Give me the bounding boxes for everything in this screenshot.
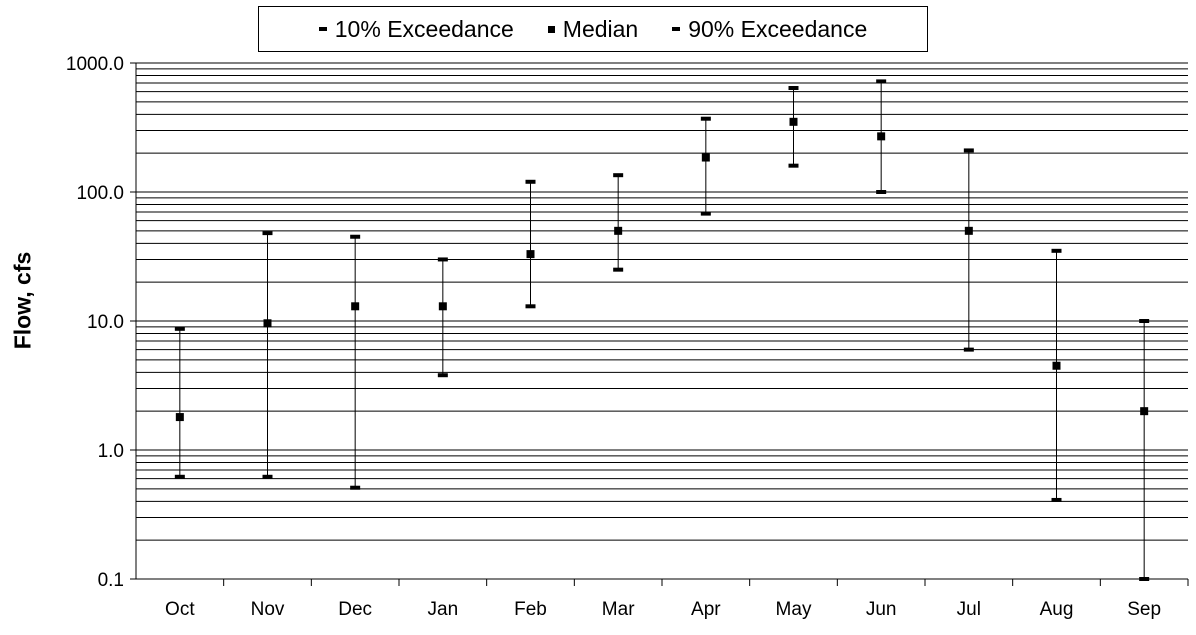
marker-median — [263, 319, 272, 328]
dash-marker-icon — [318, 27, 327, 31]
marker-10pct-exceedance — [1139, 319, 1150, 323]
y-tick-label: 10.0 — [87, 312, 124, 333]
marker-10pct-exceedance — [437, 257, 448, 262]
x-tick-label: Nov — [251, 599, 285, 620]
x-tick-label: Mar — [602, 599, 635, 620]
marker-10pct-exceedance — [525, 179, 536, 184]
dash-marker-icon — [672, 27, 681, 31]
x-tick-label: Oct — [165, 599, 195, 620]
y-tick-label: 1000.0 — [66, 54, 124, 75]
marker-median — [877, 132, 886, 141]
legend-item-10pct: 10% Exceedance — [318, 15, 514, 43]
marker-10pct-exceedance — [613, 173, 624, 178]
marker-10pct-exceedance — [876, 79, 887, 84]
x-tick-label: May — [776, 599, 812, 620]
marker-90pct-exceedance — [350, 485, 361, 490]
x-tick-label: Dec — [338, 599, 372, 620]
y-tick-label: 100.0 — [76, 183, 124, 204]
marker-90pct-exceedance — [437, 373, 448, 378]
x-tick-label: Sep — [1127, 599, 1161, 620]
marker-median — [789, 117, 798, 126]
y-tick-label: 1.0 — [98, 441, 124, 462]
marker-median — [175, 413, 184, 422]
marker-90pct-exceedance — [525, 304, 536, 309]
square-marker-icon — [547, 25, 555, 33]
x-tick-label: Jun — [866, 599, 897, 620]
x-tick-label: Apr — [691, 599, 721, 620]
marker-90pct-exceedance — [700, 211, 711, 216]
marker-90pct-exceedance — [1051, 497, 1062, 502]
legend-label-90pct: 90% Exceedance — [688, 15, 868, 42]
marker-90pct-exceedance — [1139, 577, 1150, 581]
legend-label-median: Median — [562, 15, 639, 42]
marker-90pct-exceedance — [262, 474, 273, 479]
marker-median — [1140, 407, 1149, 416]
marker-90pct-exceedance — [613, 267, 624, 272]
marker-10pct-exceedance — [963, 148, 974, 153]
marker-10pct-exceedance — [1051, 248, 1062, 253]
marker-10pct-exceedance — [350, 234, 361, 239]
marker-median — [351, 302, 360, 311]
legend-label-10pct: 10% Exceedance — [334, 15, 514, 42]
legend: 10% Exceedance Median 90% Exceedance — [258, 6, 928, 52]
y-tick-label: 0.1 — [98, 570, 124, 591]
marker-10pct-exceedance — [700, 116, 711, 121]
legend-item-median: Median — [547, 15, 639, 43]
marker-90pct-exceedance — [174, 474, 185, 479]
marker-90pct-exceedance — [963, 347, 974, 352]
x-tick-label: Jan — [428, 599, 459, 620]
x-tick-label: Feb — [514, 599, 547, 620]
legend-item-90pct: 90% Exceedance — [672, 16, 867, 43]
marker-90pct-exceedance — [876, 190, 887, 194]
marker-median — [964, 226, 973, 235]
marker-median — [701, 153, 710, 162]
marker-10pct-exceedance — [788, 86, 799, 91]
x-tick-label: Aug — [1040, 599, 1074, 620]
marker-10pct-exceedance — [262, 231, 273, 236]
marker-median — [614, 226, 623, 235]
marker-median — [1052, 361, 1061, 370]
marker-10pct-exceedance — [174, 326, 185, 331]
marker-90pct-exceedance — [788, 163, 799, 168]
marker-median — [526, 250, 535, 259]
x-tick-label: Jul — [957, 599, 981, 620]
marker-median — [438, 302, 447, 311]
